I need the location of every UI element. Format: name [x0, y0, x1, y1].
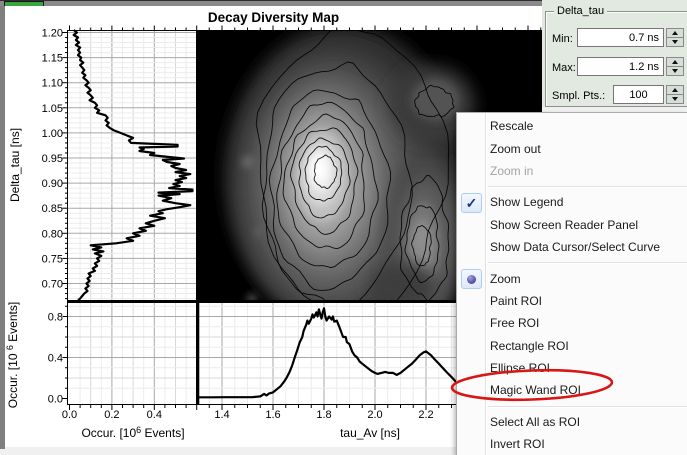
decay-map-image — [197, 30, 542, 301]
menu-item-invert-roi[interactable]: Invert ROI — [457, 433, 687, 455]
smpl-pts-input[interactable]: 100 — [613, 85, 664, 104]
menu-item-free-roi[interactable]: Free ROI — [457, 312, 687, 334]
svg-text:1.15: 1.15 — [42, 53, 63, 65]
menu-item-rectangle-roi[interactable]: Rectangle ROI — [457, 335, 687, 357]
arrow-down-icon — [672, 69, 678, 73]
smpl-pts-label: Smpl. Pts.: — [552, 90, 606, 102]
max-label: Max: — [552, 62, 576, 74]
min-spinner — [666, 28, 684, 47]
menu-item-label: Zoom — [490, 271, 521, 286]
svg-text:0.0: 0.0 — [48, 394, 63, 406]
delta-tau-groupbox: Delta_tau Min: 0.7 ns Max: 1.2 ns Smpl. … — [545, 5, 687, 107]
delta-tau-settings-panel: Delta_tau Min: 0.7 ns Max: 1.2 ns Smpl. … — [542, 0, 687, 107]
menu-item-label: Select All as ROI — [490, 414, 581, 429]
menu-item-label: Invert ROI — [490, 437, 545, 452]
tau-av-axis-title: tau_Av [ns] — [340, 426, 400, 440]
delta-tau-axis-ticks: 1.20 1.15 1.10 1.05 1.00 0.95 0.90 0.85 0.80 0.75… — [42, 28, 63, 291]
smpl-spinner-up[interactable] — [666, 85, 684, 95]
menu-item-zoom-out[interactable]: Zoom out — [457, 137, 687, 159]
checkmark-icon: ✓ — [461, 193, 482, 214]
svg-text:0.8: 0.8 — [48, 312, 63, 324]
arrow-down-icon — [672, 97, 678, 101]
svg-text:0.80: 0.80 — [42, 228, 63, 240]
min-label: Min: — [552, 33, 573, 45]
svg-text:0.90: 0.90 — [42, 178, 63, 190]
tau-av-histogram-curve — [199, 307, 493, 399]
tau-av-axis-ticks: 1.4 1.6 1.8 2.0 2.2 — [214, 409, 433, 421]
max-spinner-up[interactable] — [666, 57, 684, 67]
menu-item-show-data-cursor-select-curve[interactable]: Show Data Cursor/Select Curve — [457, 236, 687, 258]
occur-y-axis-title: Occur. [10 6 Events] — [5, 302, 20, 408]
min-spinner-down[interactable] — [666, 38, 684, 47]
max-input[interactable]: 1.2 ns — [577, 57, 664, 76]
menu-item-label: Zoom in — [490, 163, 534, 178]
max-spinner — [666, 57, 684, 76]
menu-item-label: Rectangle ROI — [490, 338, 569, 353]
svg-text:1.6: 1.6 — [265, 409, 280, 421]
menu-gutter-separator — [485, 113, 486, 455]
occur-x-axis-title: Occur. [106 Events] — [81, 425, 184, 440]
menu-item-show-legend[interactable]: ✓ Show Legend — [457, 191, 687, 214]
delta-tau-axis-title: Delta_tau [ns] — [8, 128, 22, 202]
svg-text:1.20: 1.20 — [42, 28, 63, 40]
svg-text:1.4: 1.4 — [214, 409, 229, 421]
smpl-pts-spinner — [666, 85, 684, 104]
occur-x-axis-ticks: 0.0 0.2 0.4 — [62, 409, 162, 421]
svg-text:0.85: 0.85 — [42, 203, 63, 215]
svg-text:0.4: 0.4 — [147, 409, 162, 421]
delta-tau-histogram-curve — [72, 29, 194, 301]
max-spinner-down[interactable] — [666, 67, 684, 76]
menu-item-label: Show Data Cursor/Select Curve — [490, 240, 661, 255]
svg-text:0.0: 0.0 — [62, 409, 77, 421]
occur-y-axis-ticks: 0.0 0.4 0.8 — [48, 312, 63, 406]
menu-item-paint-roi[interactable]: Paint ROI — [457, 290, 687, 312]
menu-separator — [457, 258, 687, 267]
menu-item-label: Magic Wand ROI — [490, 383, 581, 398]
menu-item-label: Ellipse ROI — [490, 361, 551, 376]
menu-item-magic-wand-roi[interactable]: Magic Wand ROI — [457, 379, 687, 401]
menu-separator — [457, 402, 687, 411]
context-menu: Rescale Zoom out Zoom in ✓ Show Legend Show S… — [456, 112, 687, 455]
svg-text:0.4: 0.4 — [48, 353, 63, 365]
menu-item-label: Zoom out — [490, 141, 541, 156]
svg-text:0.95: 0.95 — [42, 153, 63, 165]
groupbox-title: Delta_tau — [554, 5, 608, 17]
min-spinner-up[interactable] — [666, 28, 684, 38]
menu-separator — [457, 182, 687, 191]
svg-text:1.05: 1.05 — [42, 103, 63, 115]
svg-text:1.00: 1.00 — [42, 128, 63, 140]
arrow-down-icon — [672, 40, 678, 44]
smpl-spinner-down[interactable] — [666, 95, 684, 104]
svg-text:0.70: 0.70 — [42, 279, 63, 291]
menu-item-show-screen-reader-panel[interactable]: Show Screen Reader Panel — [457, 214, 687, 236]
radio-bullet-icon — [461, 269, 482, 290]
min-input[interactable]: 0.7 ns — [577, 28, 664, 47]
menu-item-label: Free ROI — [490, 316, 540, 331]
menu-item-zoom-in: Zoom in — [457, 160, 687, 182]
arrow-up-icon — [672, 88, 678, 92]
arrow-up-icon — [672, 31, 678, 35]
page-title: Decay Diversity Map — [207, 10, 340, 25]
svg-text:2.2: 2.2 — [418, 409, 433, 421]
menu-item-label: Show Legend — [490, 195, 564, 210]
plots-canvas[interactable]: 1.20 1.15 1.10 1.05 1.00 0.95 0.90 0.85 0.80 0.75… — [5, 6, 547, 455]
menu-item-label: Show Screen Reader Panel — [490, 217, 639, 232]
menu-item-select-all-as-roi[interactable]: Select All as ROI — [457, 411, 687, 433]
window-left-edge — [0, 6, 5, 449]
svg-text:2.0: 2.0 — [367, 409, 382, 421]
svg-text:1.10: 1.10 — [42, 78, 63, 90]
menu-items-container: Rescale Zoom out Zoom in ✓ Show Legend Show S… — [457, 115, 687, 455]
svg-text:0.75: 0.75 — [42, 253, 63, 265]
arrow-up-icon — [672, 60, 678, 64]
menu-item-ellipse-roi[interactable]: Ellipse ROI — [457, 357, 687, 379]
menu-item-zoom[interactable]: Zoom — [457, 267, 687, 290]
svg-text:0.2: 0.2 — [104, 409, 119, 421]
menu-item-label: Paint ROI — [490, 293, 543, 308]
svg-text:1.8: 1.8 — [316, 409, 331, 421]
menu-item-rescale[interactable]: Rescale — [457, 115, 687, 137]
menu-item-label: Rescale — [490, 119, 534, 134]
